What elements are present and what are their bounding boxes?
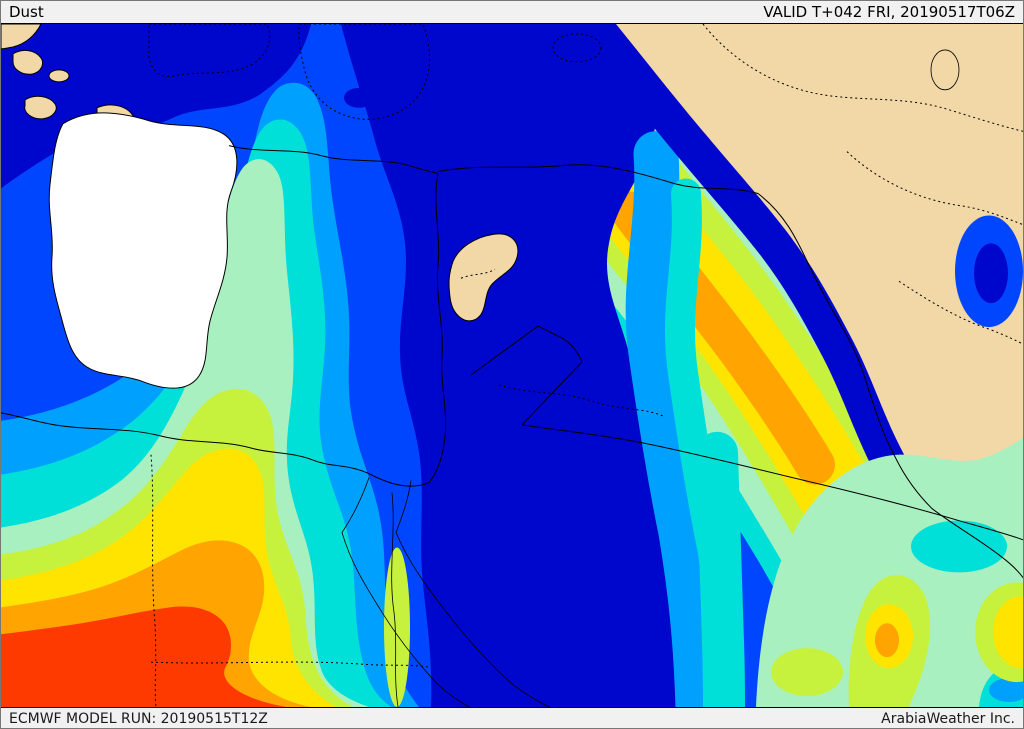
island-1 — [12, 49, 44, 75]
border-dotted-highlands-2 — [846, 151, 1023, 226]
island-3 — [24, 95, 57, 120]
contour-yellow-east-edge — [993, 596, 1023, 669]
coastline-gulf-suez — [341, 477, 370, 533]
footer-bar: ECMWF MODEL RUN: 20190515T12Z ArabiaWeat… — [1, 708, 1023, 728]
border-dotted-highlands-1 — [702, 24, 1023, 132]
contour-deepblue-dot-top — [344, 87, 374, 108]
island-2 — [48, 69, 70, 83]
contour-lightblue-central-east — [625, 131, 721, 707]
coastline-red-sea-west — [341, 532, 470, 707]
valid-time-label: VALID T+042 FRI, 20190517T06Z — [763, 3, 1015, 21]
map-area — [1, 23, 1023, 708]
map-lines — [1, 145, 1023, 707]
sea-mediterranean — [48, 112, 238, 389]
land-blob-top-2 — [298, 24, 430, 120]
border-dotted-highlands-3 — [898, 280, 1023, 345]
contour-cyan-south-band — [696, 431, 745, 707]
border-saudi-iraq — [521, 424, 1023, 541]
border-dotted-libya-egypt — [150, 454, 157, 707]
map-title: Dust — [9, 3, 44, 21]
contour-deepblue-pocket-east-edge — [974, 243, 1008, 304]
contour-cyan-patch-southeast — [911, 520, 1007, 573]
header-bar: Dust VALID T+042 FRI, 20190517T06Z — [1, 1, 1023, 23]
coastline-gulf-aqaba — [395, 480, 412, 533]
lake-icon — [930, 49, 960, 91]
coastline-levant-africa — [1, 173, 447, 487]
contour-red-core-west — [1, 606, 286, 707]
island-cyprus — [448, 233, 519, 322]
contour-greenyellow-streak — [384, 547, 410, 707]
contour-lightblue-corner-dot — [989, 678, 1023, 703]
dust-forecast-map — [1, 24, 1023, 707]
land-blob-top-3 — [552, 33, 602, 63]
model-run-label: ECMWF MODEL RUN: 20190515T12Z — [9, 711, 268, 727]
coastline-turkey-south — [228, 145, 439, 175]
river-nile — [391, 492, 399, 707]
land-wedge-northeast — [616, 24, 1023, 545]
contour-greenyellow-blob-southeast — [771, 648, 843, 697]
contour-deepblue-central — [341, 24, 679, 707]
coastline-red-sea-east — [395, 532, 550, 707]
border-jordan-zigzag — [470, 325, 583, 426]
contour-orange-blob-southeast — [875, 623, 899, 658]
land-mainland-corner — [1, 24, 42, 50]
contour-mint-southeast — [756, 438, 1023, 707]
border-turkey-iran-long — [437, 164, 1023, 579]
border-dotted-egypt-sudan — [150, 661, 430, 668]
contour-deepblue-northwest — [1, 24, 311, 189]
brand-label: ArabiaWeather Inc. — [881, 711, 1015, 727]
